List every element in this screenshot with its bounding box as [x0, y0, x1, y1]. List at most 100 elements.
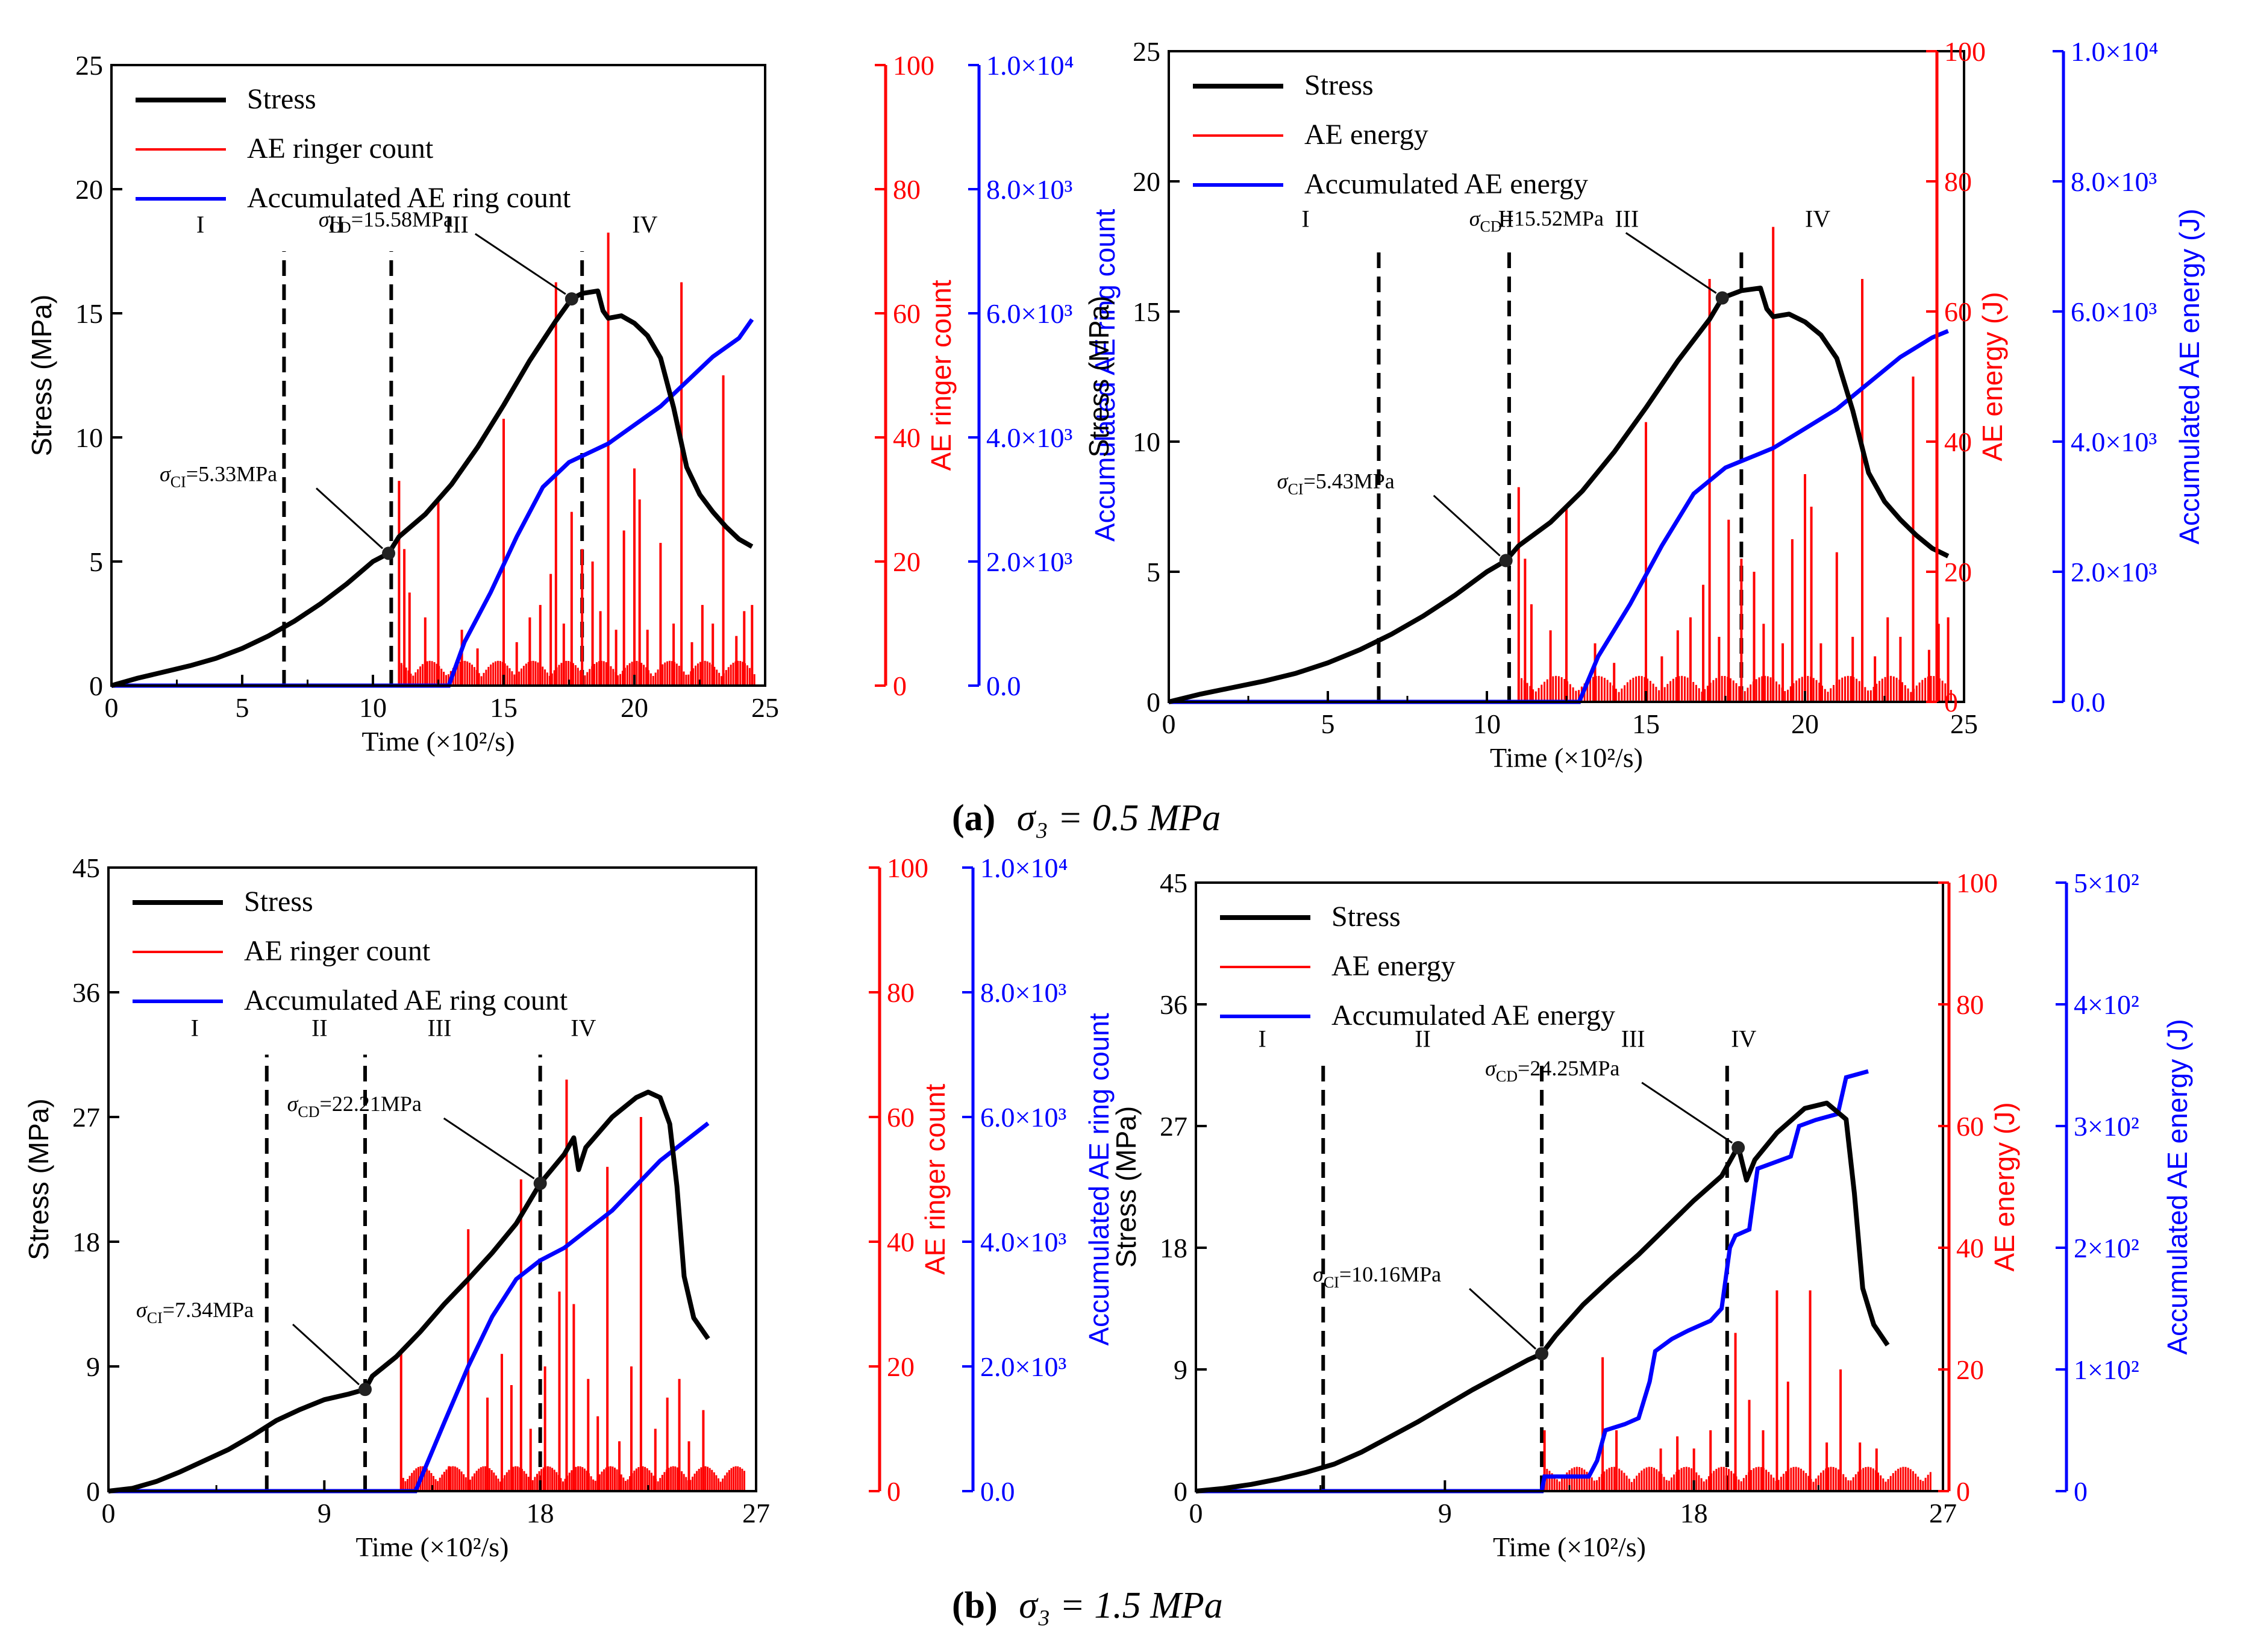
ae-spikes-group	[1517, 227, 1952, 702]
y-tick-label: 45	[72, 853, 100, 883]
stage-label: I	[196, 211, 204, 238]
annotation-arrow	[1625, 232, 1717, 294]
y-tick-label: 5	[1146, 557, 1160, 587]
critical-point	[1535, 1347, 1549, 1360]
x-tick-label: 10	[1473, 709, 1501, 739]
annotation-text: σCD=24.25MPa	[1485, 1056, 1619, 1085]
annotation-subscript: CI	[147, 1309, 163, 1327]
ae-tick-label: 20	[1944, 557, 1972, 587]
critical-point	[1731, 1140, 1745, 1154]
y-tick-label: 20	[1133, 166, 1160, 197]
annotation-value: =22.21MPa	[320, 1092, 422, 1116]
acc-tick-label: 0.0	[2071, 687, 2106, 718]
y-tick-label: 27	[1160, 1111, 1187, 1142]
critical-point	[358, 1383, 372, 1397]
y-axis-label: Stress (MPa)	[1083, 296, 1115, 457]
annotation-arrow	[1469, 1287, 1537, 1350]
annotation-subscript: CI	[1287, 480, 1303, 498]
stage-label: III	[1615, 205, 1639, 233]
y-tick-label: 9	[86, 1351, 100, 1382]
acc-tick-label: 2.0×10³	[986, 546, 1072, 577]
y-axis-label: Stress (MPa)	[26, 295, 57, 456]
annotation-subscript: CD	[330, 219, 351, 236]
annotation-arrow	[292, 1324, 360, 1386]
x-tick-label: 9	[318, 1498, 331, 1528]
x-tick-label: 9	[1438, 1498, 1452, 1528]
acc-tick-label: 4.0×10³	[986, 422, 1072, 453]
x-axis-label: Time (×10²/s)	[355, 1532, 508, 1562]
annotation-text: σCD=22.21MPa	[287, 1092, 422, 1121]
acc-tick-label: 2.0×10³	[980, 1351, 1066, 1382]
x-tick-label: 15	[490, 692, 518, 723]
ae-tick-label: 100	[1956, 868, 1998, 898]
annotation-sigma: σ	[1313, 1262, 1324, 1286]
annotation-text: σCI=5.43MPa	[1277, 469, 1395, 498]
legend-label: Accumulated AE ring count	[247, 182, 571, 214]
acc-axis-label: Accumulated AE energy (J)	[2174, 208, 2205, 544]
annotation-arrow	[475, 233, 566, 295]
x-tick-label: 0	[1189, 1498, 1203, 1528]
annotation-subscript: CD	[298, 1103, 319, 1121]
acc-tick-label: 6.0×10³	[986, 298, 1072, 329]
acc-tick-label: 8.0×10³	[2071, 166, 2157, 197]
accumulated-line	[108, 1121, 710, 1494]
stage-label: I	[191, 1014, 199, 1041]
caption-a-label: (a)	[952, 798, 995, 839]
acc-axis-label: Accumulated AE energy (J)	[2162, 1019, 2193, 1354]
ae-axis-label: AE ringer count	[925, 280, 957, 471]
stage-label: II	[1415, 1025, 1431, 1053]
y-axis-label: Stress (MPa)	[23, 1098, 54, 1260]
annotation-subscript: CD	[1496, 1068, 1518, 1085]
panel-b-right: 0 9 18 27091827364502040608010001×10²2×10²3…	[1110, 868, 2193, 1562]
annotation-value: =15.58MPa	[351, 207, 453, 231]
acc-tick-label: 0.0	[986, 671, 1021, 701]
accumulated-line	[111, 318, 754, 688]
y-tick-label: 10	[75, 422, 103, 453]
panel-a-right: 0 5 10 15 20 2505101520250204060801000.02.0×1…	[1083, 36, 2205, 773]
legend-label: AE energy	[1331, 950, 1456, 982]
y-tick-label: 18	[1160, 1233, 1187, 1263]
plot-frame	[107, 866, 757, 1492]
legend-label: AE ringer count	[247, 133, 434, 164]
ae-tick-label: 100	[1944, 36, 1986, 67]
acc-axis-label: Accumulated AE ring count	[1083, 1013, 1115, 1346]
x-tick-label: 15	[1632, 709, 1660, 739]
ae-tick-label: 60	[1956, 1111, 1984, 1142]
stage-label: I	[1301, 205, 1309, 233]
y-tick-label: 45	[1160, 868, 1187, 898]
stage-label: III	[1621, 1025, 1645, 1053]
caption-b-text: σ₃ = 1.5 MPa	[1019, 1585, 1223, 1626]
ae-tick-label: 40	[1956, 1233, 1984, 1263]
y-tick-label: 20	[75, 174, 103, 205]
panel-b-left: 0 9 18 27 0 9 18 27 36 45 0 20 40 60 80 100 0.0 2.0×10³ 4.…	[23, 853, 1115, 1562]
annotation-text: σCD=15.58MPa	[319, 207, 453, 236]
x-tick-label: 18	[1680, 1498, 1708, 1528]
accumulated-line	[1196, 1069, 1869, 1494]
y-tick-label: 25	[1133, 36, 1160, 67]
ae-tick-label: 20	[1956, 1354, 1984, 1385]
acc-axis-label: Accumulated AE ring count	[1089, 209, 1121, 542]
stage-label: IV	[571, 1014, 596, 1041]
acc-tick-label: 3×10²	[2074, 1111, 2139, 1142]
acc-tick-label: 6.0×10³	[2071, 296, 2157, 327]
annotation-arrow	[316, 487, 384, 549]
annotation-sigma: σ	[287, 1092, 299, 1116]
annotation-value: =5.33MPa	[186, 461, 277, 486]
y-axis-label: Stress (MPa)	[1110, 1106, 1142, 1268]
x-tick-label: 0	[1162, 709, 1176, 739]
y-tick-label: 15	[1133, 296, 1160, 327]
y-tick-label: 36	[72, 977, 100, 1008]
annotation-value: =24.25MPa	[1518, 1056, 1619, 1080]
y-tick-label: 0	[1146, 687, 1160, 718]
stage-label: II	[1498, 205, 1514, 233]
y-tick-label: 27	[72, 1102, 100, 1133]
plot-frame	[1195, 881, 1944, 1492]
y-tick-label: 5	[89, 546, 103, 577]
stage-label: IV	[1805, 205, 1830, 233]
x-tick-label: 27	[742, 1498, 770, 1528]
stage-label: I	[1259, 1025, 1266, 1053]
y-tick-label: 36	[1160, 989, 1187, 1020]
x-tick-label: 18	[527, 1498, 554, 1528]
acc-tick-label: 1×10²	[2074, 1354, 2139, 1385]
